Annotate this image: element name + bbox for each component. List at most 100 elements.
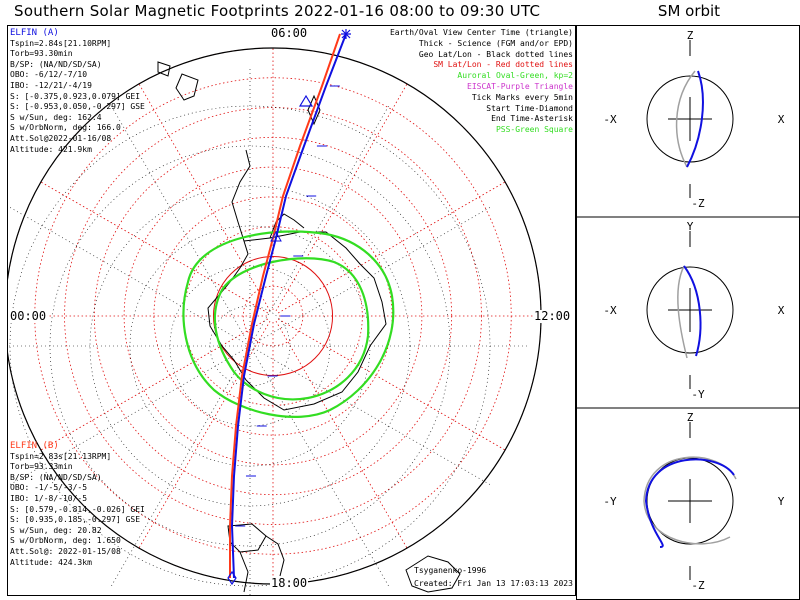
geo-longitude-line xyxy=(109,103,251,347)
probe-a-name: ELFIN (A) xyxy=(10,28,59,38)
axis-label-left: -X xyxy=(603,113,617,126)
probe-a-info-line: S: [-0.953,0.050,-0.297] GSE xyxy=(10,102,145,112)
orbit-panel-xz: Z -Z -X X xyxy=(603,29,784,210)
geo-longitude-line xyxy=(8,345,251,487)
orbit-a-path xyxy=(683,265,702,357)
probe-b-info-line: S w/OrbNorm, deg: 1.650 xyxy=(10,536,121,546)
model-label: Tsyganenko-1996 xyxy=(414,566,487,575)
probe-b-info-line: IBO: 1/-8/-10/-5 xyxy=(10,493,88,503)
probe-a-info-line: OBO: -6/12/-7/10 xyxy=(10,70,88,80)
sm-latitude-circle xyxy=(212,255,334,377)
axis-label-right: X xyxy=(778,304,785,317)
coastline-segment xyxy=(265,535,285,577)
geo-longitude-line xyxy=(249,103,391,347)
probe-b-info-line: S: [0.579,-0.814,-0.026] GEI xyxy=(10,504,145,514)
orbit-panel-title: SM orbit xyxy=(657,2,721,20)
geo-longitude-line xyxy=(8,205,251,347)
antarctica-coastline xyxy=(157,61,461,593)
probe-b-info-line: Torb=93.33min xyxy=(10,462,73,472)
coastline-segment xyxy=(269,213,305,239)
probe-a-track xyxy=(230,33,347,579)
probe-a-info-line: Tspin=2.84s[21.10RPM] xyxy=(10,38,112,48)
orbit-a-path xyxy=(644,458,735,548)
probe-b-info-line: B/SP: (NA/ND/SD/SA) xyxy=(10,472,102,482)
geo-longitude-line xyxy=(109,345,251,589)
legend-entry: EISCAT-Purple Triangle xyxy=(467,81,573,91)
axis-label-left: -X xyxy=(603,304,617,317)
coastline-segment xyxy=(405,555,461,593)
probe-a-info-line: Torb=93.30min xyxy=(10,49,73,59)
axis-label-right: X xyxy=(778,113,785,126)
sm-orbit-panels: Z -Z -X X Y -Y -X X Z -Z -Y Y xyxy=(576,25,800,600)
sm-latitude-circle xyxy=(242,285,304,347)
probe-a-info-line: S: [-0.375,0.923,0.079] GEI xyxy=(10,91,141,101)
probe-b-info-line: OBO: -1/-5/-3/-5 xyxy=(10,483,88,493)
geo-longitude-line xyxy=(249,205,493,347)
probe-a-info-line: Altitude: 421.9km xyxy=(10,144,92,154)
axis-label-right: Y xyxy=(778,495,785,508)
auroral-oval-poleward xyxy=(213,257,370,401)
auroral-oval-equatorward xyxy=(182,230,395,418)
axis-label-bottom: -Z xyxy=(691,579,705,592)
legend-entry: Tick Marks every 5min xyxy=(471,92,573,102)
orbit-a-path xyxy=(686,70,704,168)
axis-label-bottom: -Y xyxy=(691,388,705,401)
map-legend: Earth/Oval View Center Time (triangle) Th… xyxy=(390,28,573,136)
sm-latitude-circle xyxy=(93,136,453,496)
legend-entry: Earth/Oval View Center Time (triangle) xyxy=(389,28,573,37)
coastline-segment xyxy=(231,149,251,242)
geo-longitude-line xyxy=(249,345,493,487)
mlt-label-bottom: 18:00 xyxy=(270,576,309,590)
legend-entry: SM Lat/Lon - Red dotted lines xyxy=(433,60,573,70)
sm-latitude-circle xyxy=(123,166,423,466)
probe-a-info-line: S w/Sun, deg: 162.4 xyxy=(10,112,102,122)
coastline-segment xyxy=(307,94,321,126)
sm-orbit-plots: Z -Z -X X Y -Y -X X Z -Z -Y Y xyxy=(577,29,799,592)
probe-b-info-line: Tspin=2.83s[21.13RPM] xyxy=(10,451,112,461)
legend-entry: Auroral Oval-Green, kp=2 xyxy=(457,71,573,81)
probe-a-info-line: Att.Sol@2022-01-16/08 xyxy=(10,133,112,143)
probe-b-name: ELFIN (B) xyxy=(10,441,59,451)
probe-a-view-triangle xyxy=(298,94,314,107)
footprint-map xyxy=(8,29,542,595)
geo-longitude-line xyxy=(249,345,391,589)
legend-entry: Start Time-Diamond xyxy=(486,103,573,113)
coastline-segment xyxy=(175,73,199,101)
axis-label-top: Y xyxy=(687,220,694,233)
probe-b-info-line: S: [0.935,0.185,-0.297] GSE xyxy=(10,515,141,525)
probe-b-info-line: S w/Sun, deg: 20.82 xyxy=(10,525,102,535)
axis-label-top: Z xyxy=(687,411,694,424)
coastline-segment xyxy=(157,61,171,77)
probe-b-info-line: Att.Sol@: 2022-01-15/08 xyxy=(10,546,121,556)
orbit-b-path xyxy=(675,70,696,168)
orbit-b-path xyxy=(643,456,737,545)
footprint-tracks xyxy=(227,29,351,586)
coastline-segment xyxy=(239,551,249,593)
legend-entry: Thick - Science (FGM and/or EPD) xyxy=(418,38,573,48)
created-label: Created: Fri Jan 13 17:03:13 2023 xyxy=(414,579,573,588)
axis-label-bottom: -Z xyxy=(691,197,705,210)
probe-a-start-diamond xyxy=(227,570,237,586)
mlt-label-right: 12:00 xyxy=(533,309,572,323)
orbit-panel-xy: Y -Y -X X xyxy=(577,216,799,401)
axis-label-left: -Y xyxy=(603,495,617,508)
probe-a-info-line: IBO: -12/21/-4/19 xyxy=(10,80,92,90)
orbit-b-path xyxy=(677,265,688,359)
mlt-label-top: 06:00 xyxy=(270,26,309,40)
auroral-oval xyxy=(182,230,395,418)
probe-a-end-asterisk xyxy=(341,29,351,39)
probe-b-info-line: Altitude: 424.3km xyxy=(10,557,92,567)
orbit-panel-yz: Z -Z -Y Y xyxy=(577,407,799,592)
probe-a-info-line: S w/OrbNorm, deg: 166.0 xyxy=(10,123,121,133)
page-title: Southern Solar Magnetic Footprints 2022-… xyxy=(14,2,541,20)
probe-b-info: ELFIN (B) Tspin=2.83s[21.13RPM] Torb=93.3… xyxy=(10,441,145,568)
probe-a-center-triangle xyxy=(270,230,282,242)
footprint-map-panel: 06:00 00:00 12:00 18:00 ELFIN (A) Tspin=… xyxy=(7,25,576,596)
earth-circle xyxy=(646,266,734,354)
probe-a-info: ELFIN (A) Tspin=2.84s[21.10RPM] Torb=93.3… xyxy=(10,28,145,155)
probe-b-track xyxy=(229,33,341,578)
legend-entry: End Time-Asterisk xyxy=(491,114,573,124)
axis-label-top: Z xyxy=(687,29,694,42)
legend-entry: PSS-Green Square xyxy=(495,125,573,135)
probe-a-info-line: B/SP: (NA/ND/SD/SA) xyxy=(10,59,102,69)
